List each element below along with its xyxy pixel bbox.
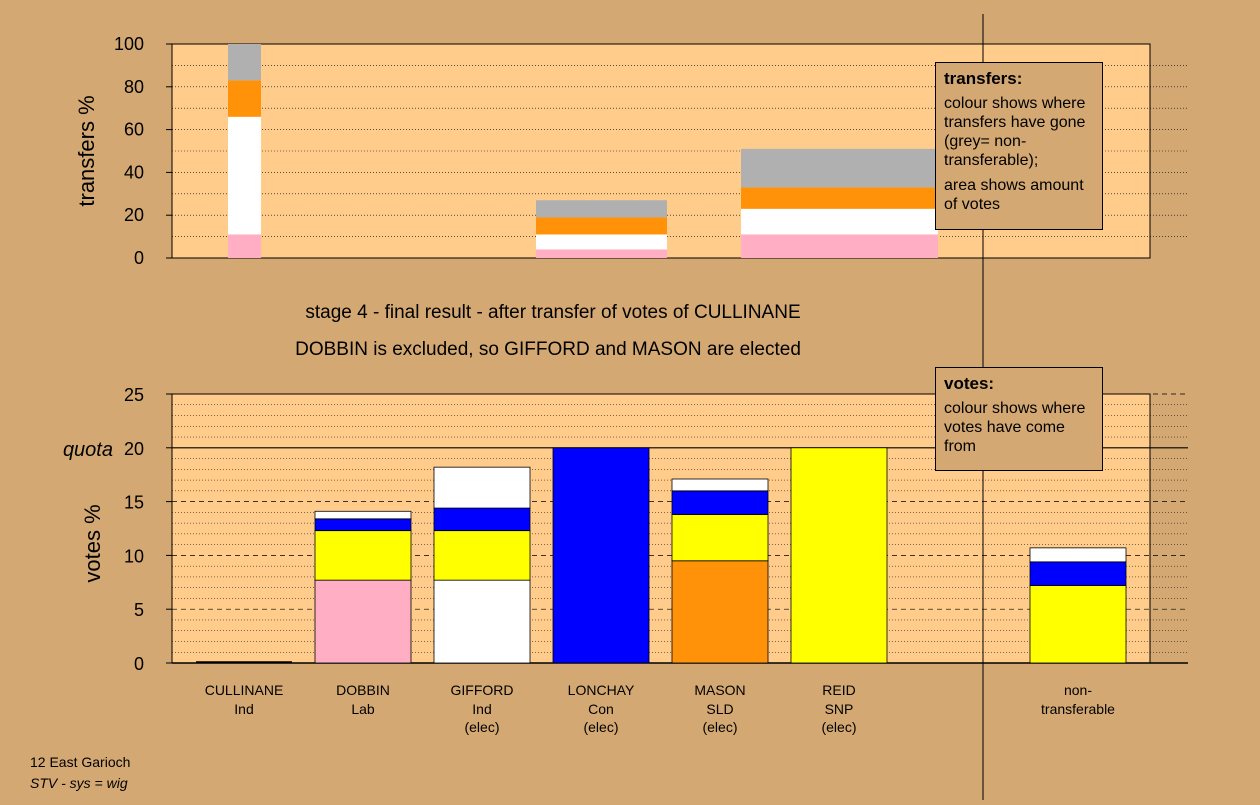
votes-legend: votes: colour shows where votes have com…	[935, 367, 1103, 471]
candidate-status-label: (elec)	[464, 719, 499, 735]
transfers-tick-label: 100	[114, 34, 144, 54]
vote-bar-segment	[1029, 547, 1127, 563]
votes-y-axis-label: votes %	[80, 504, 105, 582]
vote-bar-segment	[314, 530, 412, 581]
votes-tick-label: 0	[134, 654, 144, 674]
candidate-party-label: SNP	[825, 701, 854, 717]
vote-bar-segment	[552, 447, 650, 664]
candidate-status-label: (elec)	[702, 719, 737, 735]
candidate-name-label: CULLINANE	[205, 682, 284, 698]
transfer-bar-segment-lonchay	[536, 200, 667, 218]
transfer-bar-segment-reid	[741, 187, 938, 209]
transfers-y-axis-label: transfers %	[74, 95, 99, 206]
transfers-tick-label: 20	[124, 205, 144, 225]
candidate-party-label: Ind	[472, 701, 491, 717]
candidate-party-label: SLD	[706, 701, 733, 717]
votes-tick-label: 10	[124, 546, 144, 566]
transfers-legend: transfers: colour shows where transfers …	[935, 62, 1103, 230]
stage-title: stage 4 - final result - after transfer …	[305, 302, 800, 323]
transfers-tick-label: 40	[124, 162, 144, 182]
candidate-party-label: Con	[588, 701, 614, 717]
candidate-name-label: LONCHAY	[568, 682, 635, 698]
vote-bar-segment	[671, 514, 769, 562]
transfer-bar-segment-reid	[741, 148, 938, 188]
candidate-name-label: DOBBIN	[336, 682, 390, 698]
transfer-bar-segment-reid	[741, 234, 938, 258]
transfers-tick-label: 0	[134, 248, 144, 268]
vote-bar-segment	[433, 466, 531, 509]
vote-bar-segment	[1029, 561, 1127, 586]
vote-bar-segment	[433, 579, 531, 664]
vote-bar-segment	[671, 560, 769, 664]
vote-bar-segment	[433, 507, 531, 532]
vote-bar-segment	[433, 530, 531, 581]
non-transferable-label: non-	[1064, 682, 1092, 698]
candidate-status-label: (elec)	[583, 719, 618, 735]
stage-subtitle: DOBBIN is excluded, so GIFFORD and MASON…	[295, 339, 801, 360]
quota-label: quota	[63, 439, 113, 461]
transfers-legend-text-2: area shows amount of votes	[944, 177, 1084, 213]
vote-bar-segment	[1029, 585, 1127, 664]
transfers-tick-label: 80	[124, 77, 144, 97]
transfer-bar-segment-lonchay	[536, 249, 667, 258]
transfer-bar-segment-reid	[741, 208, 938, 235]
vote-bar-segment	[314, 510, 412, 520]
votes-tick-label: 5	[134, 600, 144, 620]
transfer-bar-segment-cullinane	[228, 44, 261, 81]
transfer-bar-segment-lonchay	[536, 234, 667, 250]
candidate-party-label: Lab	[351, 701, 375, 717]
transfer-bar-segment-cullinane	[228, 80, 261, 117]
candidate-party-label: Ind	[234, 701, 253, 717]
transfers-legend-title: transfers:	[944, 69, 1023, 88]
votes-tick-label: 25	[124, 385, 144, 405]
transfer-bar-segment-cullinane	[228, 234, 261, 258]
vote-bar-segment	[671, 490, 769, 515]
votes-legend-text: colour shows where votes have come from	[944, 400, 1086, 455]
votes-tick-label: 15	[124, 493, 144, 513]
candidate-name-label: GIFFORD	[451, 682, 514, 698]
vote-bar-segment	[314, 518, 412, 532]
footer-region: 12 East Garioch	[30, 754, 131, 770]
votes-legend-title: votes:	[944, 374, 995, 393]
candidate-name-label: REID	[822, 682, 855, 698]
transfer-bar-segment-cullinane	[228, 116, 261, 235]
vote-bar-segment	[314, 579, 412, 664]
votes-tick-label: 20	[124, 439, 144, 459]
vote-bar-segment	[790, 447, 888, 664]
candidate-name-label: MASON	[694, 682, 745, 698]
transfer-bar-segment-lonchay	[536, 217, 667, 235]
candidate-status-label: (elec)	[821, 719, 856, 735]
vote-bar-segment	[671, 478, 769, 492]
transfers-tick-label: 60	[124, 120, 144, 140]
footer-system: STV - sys = wig	[30, 775, 128, 791]
transfers-legend-text: colour shows where transfers have gone (…	[944, 95, 1086, 169]
non-transferable-label-2: transferable	[1041, 701, 1115, 717]
